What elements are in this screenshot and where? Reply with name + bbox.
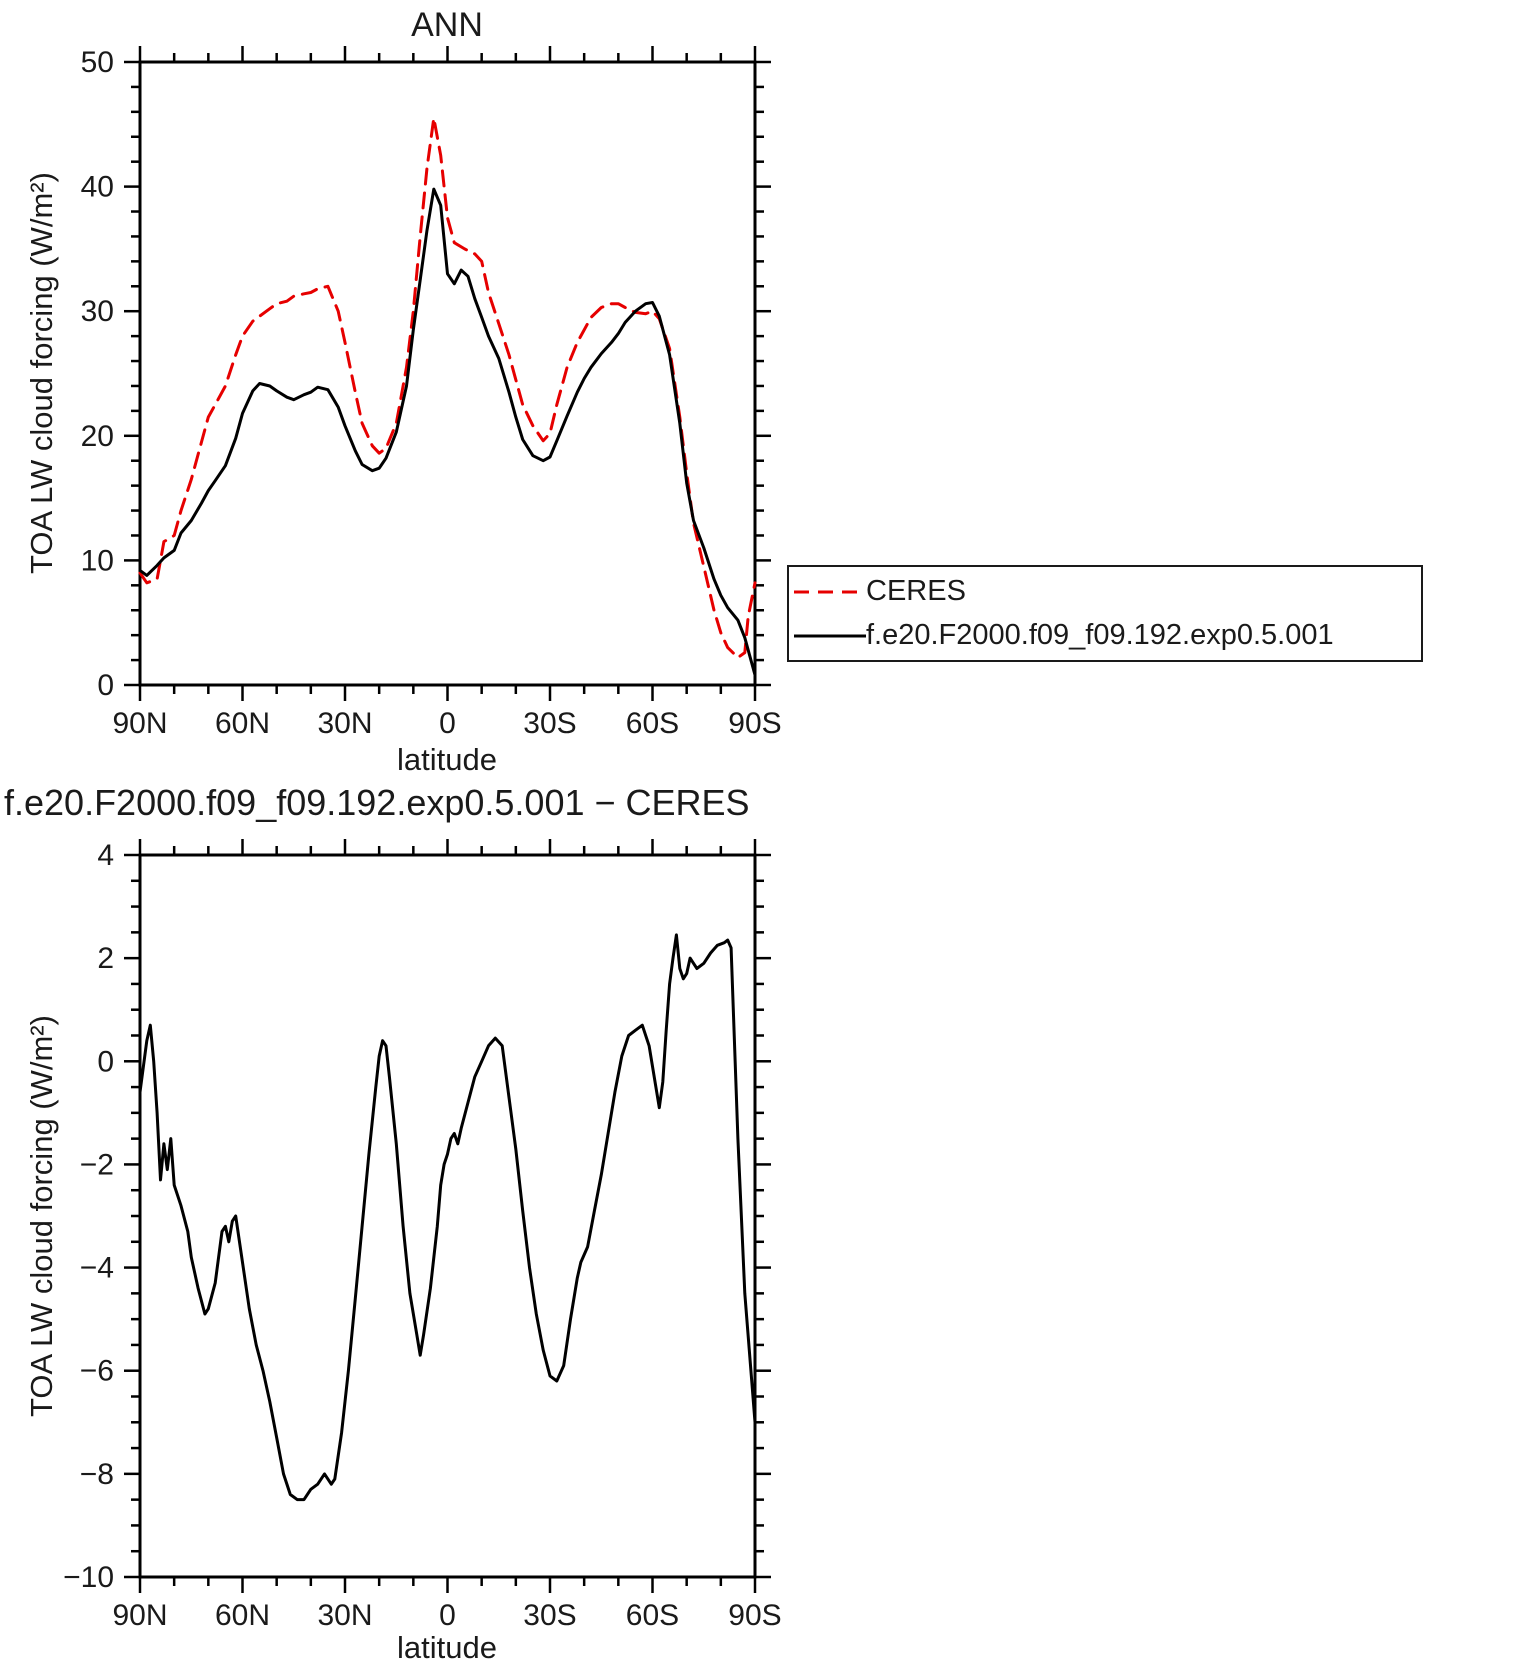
- legend-line-sample-ceres: [794, 590, 866, 593]
- legend-label-model: f.e20.F2000.f09_f09.192.exp0.5.001: [866, 619, 1334, 651]
- svg-text:−2: −2: [80, 1148, 114, 1181]
- ann-chart-title: ANN: [411, 6, 483, 44]
- svg-text:90S: 90S: [728, 1599, 781, 1632]
- svg-text:30S: 30S: [523, 1599, 576, 1632]
- diff-chart-title: f.e20.F2000.f09_f09.192.exp0.5.001 − CER…: [4, 782, 750, 823]
- svg-text:50: 50: [81, 46, 114, 79]
- legend-entry-model: f.e20.F2000.f09_f09.192.exp0.5.001: [794, 614, 1421, 658]
- ann-y-axis-label: TOA LW cloud forcing (W/m²): [24, 172, 59, 574]
- svg-text:30S: 30S: [523, 707, 576, 740]
- svg-text:−6: −6: [80, 1355, 114, 1388]
- legend-line-sample-model: [794, 634, 866, 637]
- ann-x-axis-label: latitude: [397, 742, 497, 777]
- svg-text:90S: 90S: [728, 707, 781, 740]
- svg-text:20: 20: [81, 420, 114, 453]
- svg-text:60N: 60N: [215, 1599, 270, 1632]
- svg-text:30: 30: [81, 295, 114, 328]
- svg-text:4: 4: [97, 839, 114, 872]
- svg-text:90N: 90N: [112, 1599, 167, 1632]
- svg-text:2: 2: [97, 942, 114, 975]
- svg-text:0: 0: [97, 1045, 114, 1078]
- svg-text:30N: 30N: [317, 707, 372, 740]
- diff-y-axis-label: TOA LW cloud forcing (W/m²): [24, 1015, 59, 1417]
- svg-text:−4: −4: [80, 1252, 114, 1285]
- svg-text:60S: 60S: [626, 1599, 679, 1632]
- svg-text:60N: 60N: [215, 707, 270, 740]
- svg-text:−10: −10: [63, 1561, 114, 1594]
- legend: CERES f.e20.F2000.f09_f09.192.exp0.5.001: [787, 565, 1423, 662]
- svg-text:40: 40: [81, 171, 114, 204]
- svg-text:60S: 60S: [626, 707, 679, 740]
- legend-entry-ceres: CERES: [794, 570, 1421, 614]
- svg-text:30N: 30N: [317, 1599, 372, 1632]
- svg-text:0: 0: [439, 1599, 456, 1632]
- svg-text:10: 10: [81, 544, 114, 577]
- svg-text:0: 0: [439, 707, 456, 740]
- svg-text:−8: −8: [80, 1458, 114, 1491]
- legend-label-ceres: CERES: [866, 575, 966, 607]
- svg-text:90N: 90N: [112, 707, 167, 740]
- svg-text:0: 0: [97, 669, 114, 702]
- diff-x-axis-label: latitude: [397, 1630, 497, 1665]
